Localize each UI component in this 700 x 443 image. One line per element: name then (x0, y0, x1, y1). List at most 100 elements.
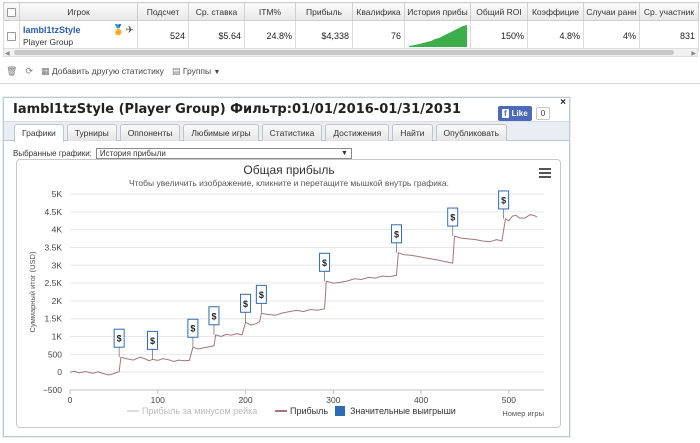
player-cell[interactable]: Iambl1tzStyle Player Group 🏅✈ (19, 20, 138, 52)
column-header-roi[interactable]: Общий ROI (470, 2, 528, 21)
trophy-icon: 🏅 (112, 25, 126, 36)
big-win-flag (255, 284, 267, 304)
column-header-early[interactable]: Случаи ранн (583, 2, 640, 21)
big-win-flag (208, 306, 220, 326)
big-win-flag-label: $ (243, 299, 248, 309)
avg-stake-cell: $5.64 (188, 20, 245, 52)
column-header-count[interactable]: Подсчет (137, 2, 189, 21)
folder-icon: ▤ (171, 65, 181, 76)
legend-swatch-2 (335, 406, 345, 416)
chart-select[interactable]: История прибыли ▼ (95, 148, 352, 159)
chart-subtitle: Чтобы увеличить изображение, кликните и … (129, 178, 449, 188)
table-row[interactable]: Iambl1tzStyle Player Group 🏅✈ 524 $5.64 … (3, 20, 699, 52)
count-cell: 524 (137, 20, 189, 52)
profit-chart[interactable]: Общая прибыль Чтобы увеличить изображение… (16, 159, 561, 428)
big-win-flag (498, 190, 510, 210)
y-tick-label: 4K (52, 225, 63, 235)
facebook-like-count: 0 (535, 107, 551, 120)
y-tick-label: 4.5K (45, 207, 63, 217)
column-header-qualif[interactable]: Квалифика (352, 2, 405, 21)
x-tick-label: 300 (326, 395, 340, 405)
chart-select-row: Выбранные графики: История прибыли ▼ (13, 148, 352, 159)
facebook-icon: f (502, 109, 509, 118)
player-name-link[interactable]: Iambl1tzStyle (23, 25, 81, 35)
tabs: Графики Турниры Оппоненты Любимые игры Стати… (14, 124, 508, 142)
tab-0[interactable]: Графики (14, 124, 64, 142)
x-tick-label: 0 (68, 395, 73, 405)
tab-3[interactable]: Любимые игры (183, 124, 259, 141)
column-header-avg_stake[interactable]: Ср. ставка (188, 2, 245, 21)
big-win-flag-label: $ (259, 290, 264, 300)
big-win-flag-label: $ (190, 324, 195, 334)
scroll-right-arrow-icon[interactable]: ▶ (691, 51, 696, 57)
x-axis-title: Номер игры (502, 409, 544, 418)
scrollbar-thumb[interactable] (14, 50, 674, 55)
legend-item-2[interactable]: Значительные выигрыши (350, 406, 456, 416)
big-win-flag-label: $ (450, 213, 455, 223)
participants-cell: 831 (639, 20, 699, 52)
tab-1[interactable]: Турниры (66, 124, 117, 141)
profit-history-sparkline-cell[interactable] (404, 20, 471, 52)
column-header-history[interactable]: История прибы (404, 2, 471, 21)
close-icon[interactable]: × (560, 97, 566, 108)
big-win-flag (113, 328, 125, 348)
select-all-checkbox[interactable] (7, 7, 16, 17)
column-header-participants[interactable]: Ср. участник (639, 2, 699, 21)
big-win-flag (319, 252, 331, 272)
x-tick-label: 100 (151, 395, 165, 405)
profit-series-line (69, 214, 538, 376)
column-header-checkbox[interactable] (3, 2, 20, 21)
big-win-flag (240, 293, 252, 313)
column-header-player[interactable]: Игрок (19, 2, 138, 21)
tab-5[interactable]: Достижения (325, 124, 390, 141)
big-win-flag-label: $ (501, 195, 506, 205)
horizontal-scrollbar[interactable]: ◀ ▶ (3, 48, 698, 57)
legend-item-0[interactable]: Прибыль за минусом рейка (142, 406, 257, 416)
column-header-coef[interactable]: Коэффицие (527, 2, 584, 21)
player-popup: Iambl1tzStyle (Player Group) Фильтр:01/0… (3, 97, 570, 437)
trash-icon[interactable]: 🗑 (6, 65, 18, 76)
y-tick-label: 1.5K (45, 314, 63, 324)
row-checkbox[interactable] (7, 32, 16, 42)
row-checkbox-cell[interactable] (3, 20, 20, 52)
y-tick-label: 3.5K (45, 242, 63, 252)
big-win-flag (447, 207, 459, 227)
chevron-down-icon: ▼ (340, 150, 348, 157)
column-header-profit[interactable]: Прибыль (295, 2, 353, 21)
big-win-flag (147, 330, 159, 350)
big-win-flag-label: $ (150, 336, 155, 346)
itm-cell: 24.8% (244, 20, 296, 52)
y-tick-label: 1K (52, 332, 63, 342)
legend-item-1[interactable]: Прибыль (290, 406, 328, 416)
big-win-flag-label: $ (322, 258, 327, 268)
x-tick-label: 500 (502, 395, 516, 405)
tab-4[interactable]: Статистика (261, 124, 323, 141)
facebook-like-button[interactable]: f Like (498, 106, 532, 121)
early-cell: 4% (583, 20, 640, 52)
tab-6[interactable]: Найти (392, 124, 433, 141)
player-group: Player Group (23, 37, 74, 47)
chart-title: Общая прибыль (243, 163, 334, 177)
roi-cell: 150% (470, 20, 528, 52)
profit-sparkline (409, 25, 467, 47)
y-tick-label: 2K (52, 296, 63, 306)
facebook-like-label: Like (511, 109, 528, 118)
x-tick-label: 400 (414, 395, 428, 405)
chevron-down-icon: ▼ (213, 68, 221, 76)
y-tick-label: 5K (52, 189, 63, 199)
tab-7[interactable]: Опубликовать (435, 124, 508, 141)
column-header-itm[interactable]: ITM% (244, 2, 296, 21)
x-tick-label: 200 (238, 395, 252, 405)
bird-icon: ✈ (125, 25, 135, 36)
y-tick-label: −500 (43, 385, 62, 395)
facebook-like-widget[interactable]: f Like 0 (498, 106, 551, 121)
groups-button[interactable]: ▤ Группы ▼ (172, 66, 221, 77)
add-stat-button[interactable]: ▦ Добавить другую статистику (41, 66, 164, 77)
scroll-left-arrow-icon[interactable]: ◀ (5, 51, 10, 57)
stats-toolbar: 🗑 ⟳ ▦ Добавить другую статистику ▤ Групп… (6, 64, 220, 78)
chart-menu-icon[interactable] (539, 168, 551, 178)
y-tick-label: 0 (57, 367, 62, 377)
refresh-icon[interactable]: ⟳ (25, 65, 33, 76)
tab-2[interactable]: Оппоненты (119, 124, 181, 141)
